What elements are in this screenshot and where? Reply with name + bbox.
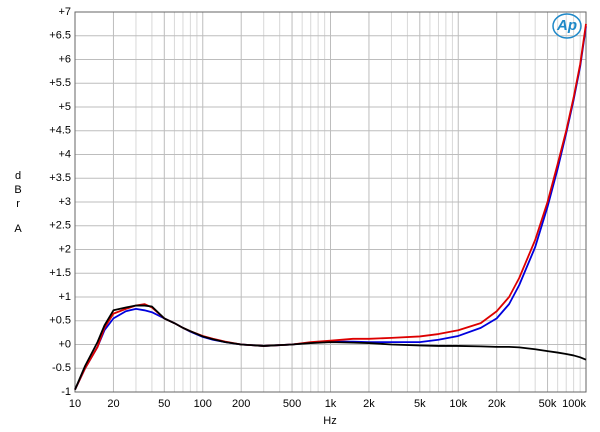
logo: Ap xyxy=(556,17,577,34)
y-tick-label: -1 xyxy=(61,386,71,398)
y-tick-label: +0 xyxy=(58,338,71,350)
y-tick-label: +1 xyxy=(58,291,71,303)
y-tick-label: +7 xyxy=(58,6,71,18)
y-tick-label: +2.5 xyxy=(49,220,71,232)
y-tick-label: -0.5 xyxy=(52,362,71,374)
x-tick-label: 10k xyxy=(449,398,467,410)
x-tick-label: 20 xyxy=(107,398,119,410)
y-tick-label: +4.5 xyxy=(49,125,71,137)
y-tick-label: +6 xyxy=(58,53,71,65)
x-tick-label: 100k xyxy=(562,398,586,410)
y-tick-label: +3.5 xyxy=(49,172,71,184)
y-tick-label: +0.5 xyxy=(49,315,71,327)
x-tick-label: 1k xyxy=(325,398,337,410)
x-tick-label: 50k xyxy=(539,398,557,410)
y-tick-label: +1.5 xyxy=(49,267,71,279)
x-axis-label: Hz xyxy=(323,415,336,427)
series-line xyxy=(74,304,587,390)
y-tick-label: +5.5 xyxy=(49,77,71,89)
y-axis-unit: A xyxy=(14,223,22,235)
x-tick-label: 50 xyxy=(158,398,170,410)
x-tick-label: 10 xyxy=(69,398,81,410)
plot-frame xyxy=(74,11,587,393)
y-tick-label: +3 xyxy=(58,196,71,208)
y-tick-label: +4 xyxy=(58,148,71,160)
x-tick-label: 2k xyxy=(363,398,375,410)
x-tick-label: 20k xyxy=(488,398,506,410)
y-tick-label: +2 xyxy=(58,243,71,255)
logo-ring xyxy=(552,13,582,39)
y-axis-label: dBr xyxy=(12,170,24,212)
x-tick-label: 100 xyxy=(194,398,212,410)
y-tick-label: +6.5 xyxy=(49,30,71,42)
x-tick-label: 5k xyxy=(414,398,426,410)
x-tick-label: 200 xyxy=(232,398,250,410)
x-tick-label: 500 xyxy=(283,398,301,410)
y-tick-label: +5 xyxy=(58,101,71,113)
